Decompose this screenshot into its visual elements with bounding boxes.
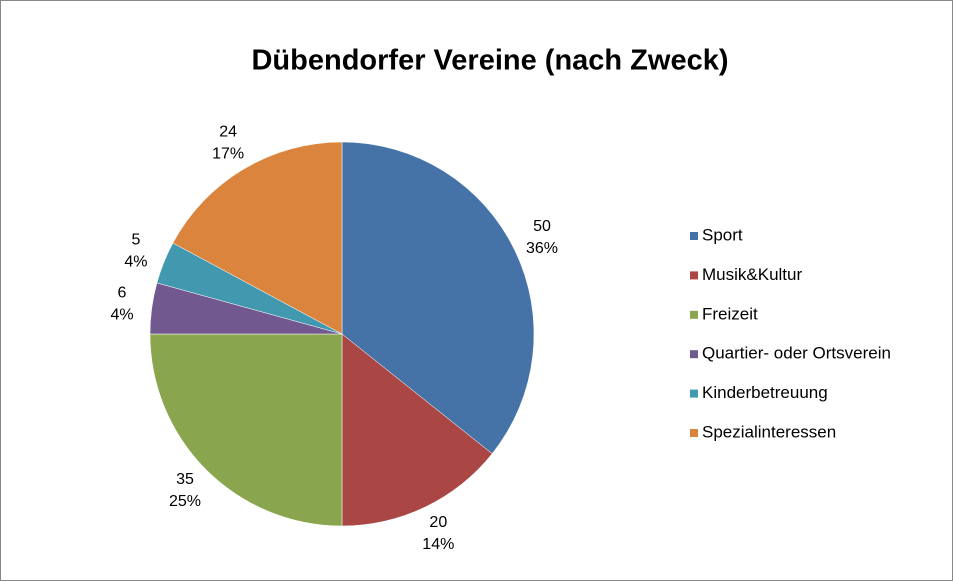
percent-label: 4% xyxy=(110,306,133,323)
percent-label: 17% xyxy=(212,146,244,163)
percent-label: 14% xyxy=(422,536,454,553)
percent-label: 4% xyxy=(124,254,147,271)
pie-slice xyxy=(149,333,343,527)
data-label: 35 xyxy=(176,471,194,488)
legend-label: Spezialinteressen xyxy=(702,422,836,441)
legend-swatch xyxy=(690,429,698,437)
legend-label: Sport xyxy=(702,225,743,244)
data-label: 50 xyxy=(533,218,551,235)
chart-title: Dübendorfer Vereine (nach Zweck) xyxy=(251,45,728,77)
legend-label: Quartier- oder Ortsverein xyxy=(702,344,891,363)
legend-swatch xyxy=(690,310,698,319)
percent-label: 36% xyxy=(526,240,558,257)
data-label: 5 xyxy=(132,232,141,249)
percent-label: 25% xyxy=(169,493,201,510)
legend-swatch xyxy=(690,271,698,280)
legend-label: Kinderbetreuung xyxy=(702,383,828,402)
legend-swatch xyxy=(690,350,698,359)
legend-label: Freizeit xyxy=(702,304,758,323)
pie-slice xyxy=(172,141,343,335)
legend-swatch xyxy=(690,232,698,240)
data-label: 6 xyxy=(118,284,127,301)
data-label: 24 xyxy=(219,124,237,141)
pie-slice xyxy=(341,141,535,455)
legend-label: Musik&Kultur xyxy=(702,265,802,284)
legend-swatch xyxy=(690,389,698,398)
pie-slice xyxy=(341,333,493,527)
data-label: 20 xyxy=(429,514,447,531)
